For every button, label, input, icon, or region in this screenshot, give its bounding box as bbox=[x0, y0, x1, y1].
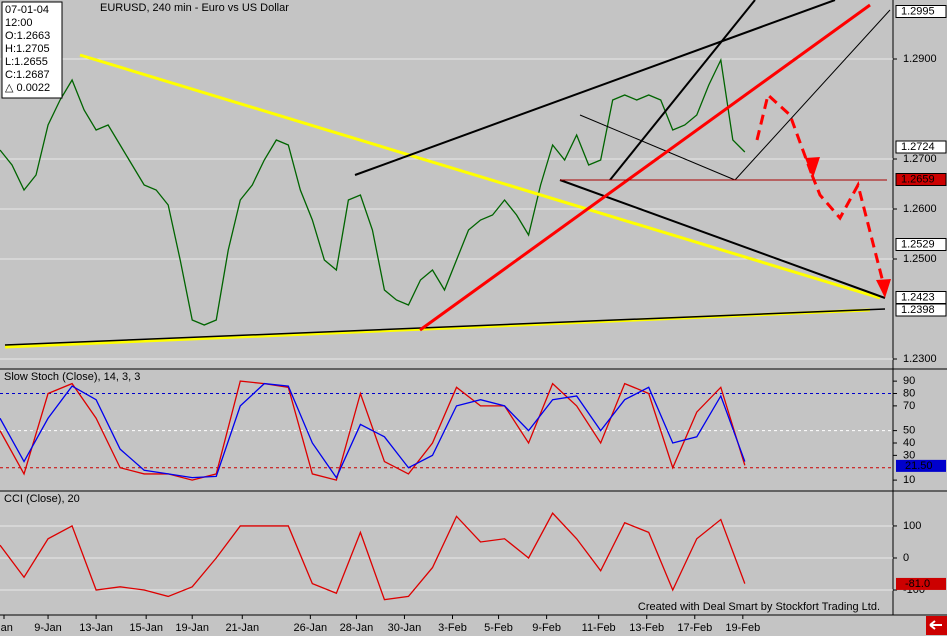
price-line bbox=[0, 380, 746, 481]
arrow-head bbox=[805, 157, 891, 298]
trend-line bbox=[559, 179, 886, 299]
price-label-box bbox=[895, 238, 947, 251]
trend-line bbox=[734, 9, 891, 181]
y-tick-label: 1.2500 bbox=[903, 253, 937, 265]
trend-line bbox=[79, 53, 881, 300]
y-tick-label: 1.2600 bbox=[903, 203, 937, 215]
x-tick-label: 28-Jan bbox=[340, 622, 374, 634]
info-line: 07-01-04 bbox=[5, 4, 49, 16]
info-line: H:1.2705 bbox=[5, 43, 50, 55]
panel-title: CCI (Close), 20 bbox=[4, 493, 80, 505]
y-tick-label: 1.2700 bbox=[903, 153, 937, 165]
y-tick-label: 30 bbox=[903, 449, 915, 461]
trend-lines bbox=[4, 0, 891, 349]
trend-line bbox=[4, 308, 886, 346]
info-box bbox=[1, 1, 63, 99]
y-tick-label: 80 bbox=[903, 387, 915, 399]
y-tick-label: 40 bbox=[903, 437, 915, 449]
x-tick-label: 30-Jan bbox=[388, 622, 422, 634]
x-tick-label: 13-Feb bbox=[629, 622, 664, 634]
footer: Created with Deal Smart by Stockfort Tra… bbox=[638, 601, 880, 613]
price-line bbox=[0, 512, 746, 601]
y-tick-label: 1.2900 bbox=[903, 53, 937, 65]
info-line: △ 0.0022 bbox=[5, 82, 50, 94]
current-value-box bbox=[896, 459, 946, 472]
price-label: 1.2423 bbox=[901, 291, 935, 303]
y-tick-label: 1.2300 bbox=[903, 353, 937, 365]
x-tick-label: 11-Feb bbox=[582, 622, 616, 634]
info-line: C:1.2687 bbox=[5, 69, 50, 81]
price-line bbox=[0, 382, 746, 479]
info-line: O:1.2663 bbox=[5, 30, 50, 42]
info-line: 12:00 bbox=[5, 17, 33, 29]
price-label: 1.2995 bbox=[901, 5, 935, 17]
x-tick-label: 9-Jan bbox=[34, 622, 62, 634]
x-tick-label: 9-Feb bbox=[532, 622, 561, 634]
y-tick-label: 70 bbox=[903, 400, 915, 412]
price-label: 1.2659 bbox=[901, 173, 935, 185]
trend-line bbox=[609, 0, 756, 181]
price-label-box bbox=[895, 303, 947, 317]
x-tick-label: 5-Feb bbox=[484, 622, 513, 634]
y-tick-label: 100 bbox=[903, 520, 921, 532]
y-tick-label: 90 bbox=[903, 375, 915, 387]
price-label-box bbox=[895, 173, 947, 186]
current-value-box bbox=[896, 577, 946, 590]
x-tick-label: 19-Jan bbox=[175, 622, 209, 634]
x-tick-label: 15-Jan bbox=[129, 622, 163, 634]
price-label: 1.2529 bbox=[901, 238, 935, 250]
trend-line bbox=[419, 3, 871, 332]
y-tick-label: 10 bbox=[903, 474, 915, 486]
x-tick-label: 17-Feb bbox=[677, 622, 712, 634]
info-line: L:1.2655 bbox=[5, 56, 48, 68]
current-value-label: 21.50 bbox=[905, 460, 933, 472]
nav-icon bbox=[929, 620, 942, 630]
price-label-box bbox=[895, 5, 947, 18]
x-tick-label: 26-Jan bbox=[294, 622, 328, 634]
x-tick-label: 21-Jan bbox=[225, 622, 259, 634]
x-tick-label: 13-Jan bbox=[79, 622, 113, 634]
current-value-label: -81.0 bbox=[905, 578, 930, 590]
panel-title: Slow Stoch (Close), 14, 3, 3 bbox=[4, 371, 140, 383]
x-tick-label: Jan bbox=[0, 622, 13, 634]
price-label: 1.2724 bbox=[901, 141, 935, 153]
trend-line bbox=[579, 114, 736, 181]
chart-title: EURUSD, 240 min - Euro vs US Dollar bbox=[100, 2, 289, 14]
x-tick-label: 3-Feb bbox=[438, 622, 467, 634]
price-label: 1.2398 bbox=[901, 304, 935, 316]
price-label-box bbox=[895, 140, 947, 154]
x-tick-label: 19-Feb bbox=[725, 622, 760, 634]
price-line bbox=[0, 57, 746, 326]
trend-line bbox=[354, 0, 836, 176]
projection-arrow bbox=[755, 92, 887, 291]
y-tick-label: 0 bbox=[903, 552, 909, 564]
y-tick-label: 50 bbox=[903, 425, 915, 437]
